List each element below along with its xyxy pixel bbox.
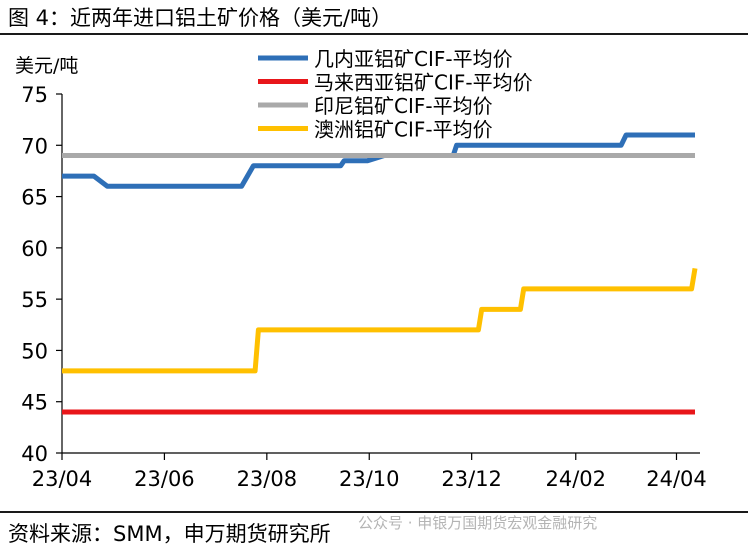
x-tick-label: 23/04 (32, 467, 93, 491)
y-axis: 40 45 50 55 60 65 70 75 (21, 83, 63, 466)
title-rule (0, 33, 748, 35)
y-tick-label: 55 (21, 288, 48, 312)
watermark: 公众号 · 申银万国期货宏观金融研究 (358, 514, 598, 532)
x-tick-label: 24/04 (646, 467, 707, 491)
legend-label: 印尼铝矿CIF-平均价 (314, 94, 493, 118)
series-line-1 (62, 132, 695, 189)
x-tick-label: 23/10 (339, 467, 400, 491)
y-tick-label: 60 (21, 237, 48, 261)
legend-label: 马来西亚铝矿CIF-平均价 (314, 71, 533, 95)
legend-label: 几内亚铝矿CIF-平均价 (314, 47, 513, 71)
source-note: 资料来源：SMM，申万期货研究所 (8, 522, 331, 546)
series-line-4 (62, 267, 698, 374)
y-axis-title: 美元/吨 (15, 55, 78, 77)
y-tick-label: 45 (21, 391, 48, 415)
y-tick-label: 70 (21, 134, 48, 158)
x-tick-label: 23/12 (441, 467, 502, 491)
x-axis: 23/04 23/06 23/08 23/10 23/12 24/02 24/04 (32, 452, 707, 491)
x-tick-label: 23/08 (237, 467, 298, 491)
figure-title: 图 4：近两年进口铝土矿价格（美元/吨） (8, 6, 393, 30)
y-tick-label: 75 (21, 83, 48, 107)
x-tick-label: 24/02 (545, 467, 606, 491)
x-tick-label: 23/06 (134, 467, 195, 491)
footer-rule (0, 511, 748, 513)
legend-label: 澳洲铝矿CIF-平均价 (314, 118, 493, 142)
legend: 几内亚铝矿CIF-平均价马来西亚铝矿CIF-平均价印尼铝矿CIF-平均价澳洲铝矿… (258, 47, 533, 142)
y-tick-label: 65 (21, 186, 48, 210)
y-tick-label: 50 (21, 339, 48, 363)
series-lines (62, 132, 698, 415)
y-tick-label: 40 (21, 442, 48, 466)
